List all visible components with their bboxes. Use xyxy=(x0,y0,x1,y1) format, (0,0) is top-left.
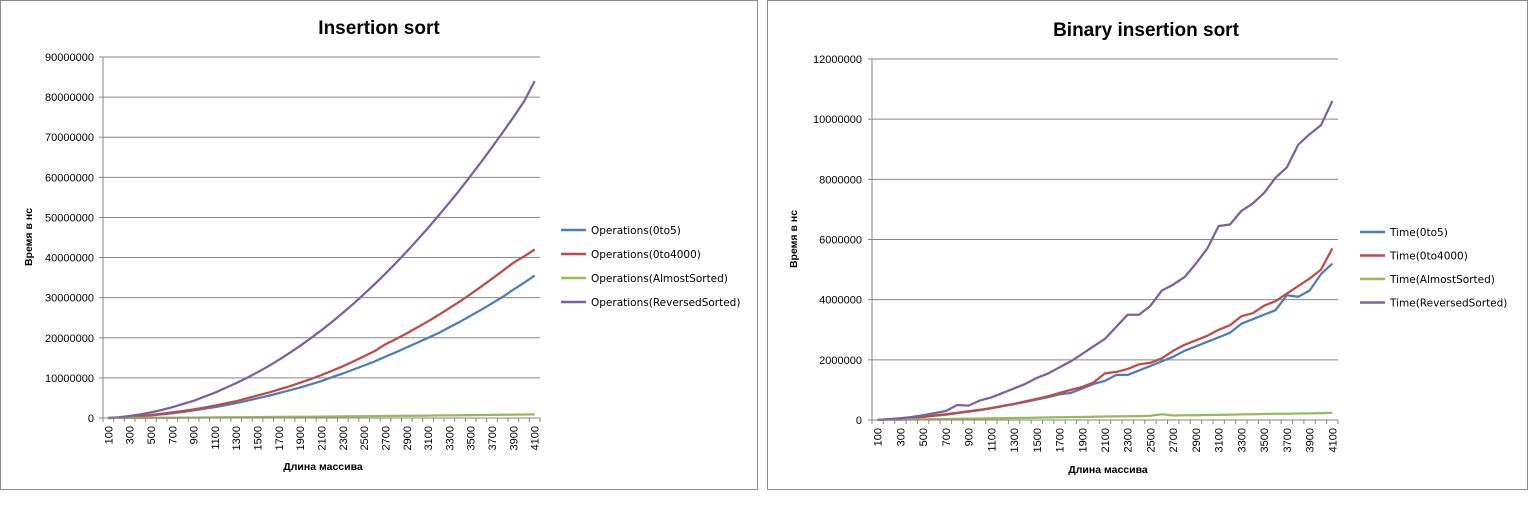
y-tick-label: 50000000 xyxy=(45,212,94,224)
x-tick-label: 3300 xyxy=(1236,428,1248,452)
x-tick-label: 100 xyxy=(873,428,885,446)
y-tick-label: 30000000 xyxy=(45,293,94,305)
series-line-operations-almostsorted xyxy=(108,413,535,420)
series-lines xyxy=(108,80,536,420)
legend: Time(0to5) Time(0to4000) Time(AlmostSorted… xyxy=(1360,227,1507,310)
legend-label: Operations(0to5) xyxy=(591,225,681,237)
x-axis-title: Длина массива xyxy=(283,461,363,473)
legend-label: Time(0to4000) xyxy=(1389,251,1468,263)
legend: Operations(0to5) Operations(0to4000) Opera… xyxy=(561,225,740,309)
y-tick-label: 0 xyxy=(856,415,862,427)
x-tick-label: 1100 xyxy=(986,428,998,452)
x-tick-label: 300 xyxy=(895,428,907,446)
y-axis-title: Время в нс xyxy=(788,210,800,268)
chart-title: Binary insertion sort xyxy=(1053,20,1239,41)
x-tick-labels: 100 300 500 700 900 1100 1300 1500 1700 1900 2100 2… xyxy=(103,426,541,450)
legend-label: Operations(0to4000) xyxy=(591,249,701,261)
y-tick-label: 90000000 xyxy=(45,52,94,64)
x-tick-label: 2100 xyxy=(1100,428,1112,452)
x-tick-label: 3900 xyxy=(508,426,520,450)
x-tick-label: 3100 xyxy=(423,426,435,450)
x-axis-title: Длина массива xyxy=(1068,464,1148,476)
x-tick-label: 900 xyxy=(964,428,976,446)
x-tick-label: 700 xyxy=(941,428,953,446)
x-tick-labels: 100 300 500 700 900 1100 1300 1500 1700 1900 2100 2… xyxy=(873,428,1340,452)
y-tick-label: 10000000 xyxy=(45,373,94,385)
x-tick-label: 100 xyxy=(103,426,115,444)
series-line-operations-reversedsorted xyxy=(108,80,536,420)
y-tick-label: 0 xyxy=(88,413,94,425)
x-tick-label: 2900 xyxy=(1191,428,1203,452)
y-tick-label: 6000000 xyxy=(819,235,862,247)
x-tick-label: 4100 xyxy=(1327,428,1339,452)
x-tick-label: 900 xyxy=(189,426,201,444)
chart-insertion-sort: Insertion sort Время в нс Длина массива … xyxy=(23,18,740,473)
x-tick-label: 2700 xyxy=(380,426,392,450)
legend-label: Time(0to5) xyxy=(1389,227,1448,239)
legend-label: Operations(ReversedSorted) xyxy=(591,297,740,309)
x-tick-label: 1900 xyxy=(1077,428,1089,452)
x-tick-label: 2500 xyxy=(1145,428,1157,452)
series-line-time-0to4000 xyxy=(877,247,1334,422)
x-tick-label: 3700 xyxy=(1282,428,1294,452)
y-tick-label: 80000000 xyxy=(45,92,94,104)
series-line-operations-0to4000 xyxy=(108,248,536,420)
x-tick-label: 2100 xyxy=(317,426,329,450)
x-tick-label: 1300 xyxy=(1009,428,1021,452)
legend-label: Operations(AlmostSorted) xyxy=(591,273,728,285)
x-tick-label: 500 xyxy=(918,428,930,446)
y-tick-label: 8000000 xyxy=(819,174,862,186)
y-tick-label: 60000000 xyxy=(45,172,94,184)
x-tick-label: 2700 xyxy=(1168,428,1180,452)
x-tick-label: 3500 xyxy=(466,426,478,450)
chart-panel-binary-insertion-sort: Binary insertion sort Время в нс Длина м… xyxy=(767,0,1528,490)
x-tick-label: 2300 xyxy=(1123,428,1135,452)
series-line-operations-0to5 xyxy=(108,274,536,420)
y-tick-label: 2000000 xyxy=(819,355,862,367)
chart-title: Insertion sort xyxy=(318,18,440,39)
x-tick-label: 1500 xyxy=(253,426,265,450)
y-tick-label: 4000000 xyxy=(819,295,862,307)
x-tick-label: 2300 xyxy=(338,426,350,450)
y-tick-label: 70000000 xyxy=(45,132,94,144)
chart-binary-insertion-sort: Binary insertion sort Время в нс Длина м… xyxy=(788,20,1507,476)
legend-label: Time(AlmostSorted) xyxy=(1389,274,1495,286)
x-tick-label: 1300 xyxy=(231,426,243,450)
x-tick-label: 3900 xyxy=(1305,428,1317,452)
gridlines xyxy=(868,58,1338,421)
x-tick-label: 2500 xyxy=(359,426,371,450)
chart-panel-insertion-sort: Insertion sort Время в нс Длина массива … xyxy=(0,0,758,490)
y-tick-label: 20000000 xyxy=(45,333,94,345)
legend-label: Time(ReversedSorted) xyxy=(1389,298,1507,310)
series-line-time-almostsorted xyxy=(877,411,1333,422)
x-tick-label: 2900 xyxy=(402,426,414,450)
x-tick-label: 3500 xyxy=(1259,428,1271,452)
y-tick-labels: 0 10000000 20000000 30000000 40000000 5000000… xyxy=(45,52,94,425)
y-tick-label: 10000000 xyxy=(813,114,862,126)
x-tick-label: 4100 xyxy=(530,426,542,450)
x-tick-label: 3700 xyxy=(487,426,499,450)
gridlines xyxy=(99,56,540,419)
x-tick-label: 700 xyxy=(167,426,179,444)
x-tick-label: 300 xyxy=(125,426,137,444)
x-tick-label: 1900 xyxy=(295,426,307,450)
series-line-time-reversedsorted xyxy=(877,100,1334,422)
axes xyxy=(102,57,541,422)
x-tick-label: 1700 xyxy=(274,426,286,450)
y-tick-label: 12000000 xyxy=(813,54,862,66)
y-tick-label: 40000000 xyxy=(45,253,94,265)
x-tick-label: 1500 xyxy=(1032,428,1044,452)
x-tick-label: 3100 xyxy=(1214,428,1226,452)
x-tick-label: 1700 xyxy=(1055,428,1067,452)
x-tick-label: 500 xyxy=(146,426,158,444)
y-tick-labels: 0 2000000 4000000 6000000 8000000 10000000 120… xyxy=(813,54,862,427)
y-axis-title: Время в нс xyxy=(23,208,35,266)
x-tick-label: 3300 xyxy=(444,426,456,450)
series-line-time-0to5 xyxy=(877,262,1334,422)
x-tick-label: 1100 xyxy=(210,426,222,450)
series-lines xyxy=(877,100,1334,422)
axes xyxy=(871,59,1339,424)
